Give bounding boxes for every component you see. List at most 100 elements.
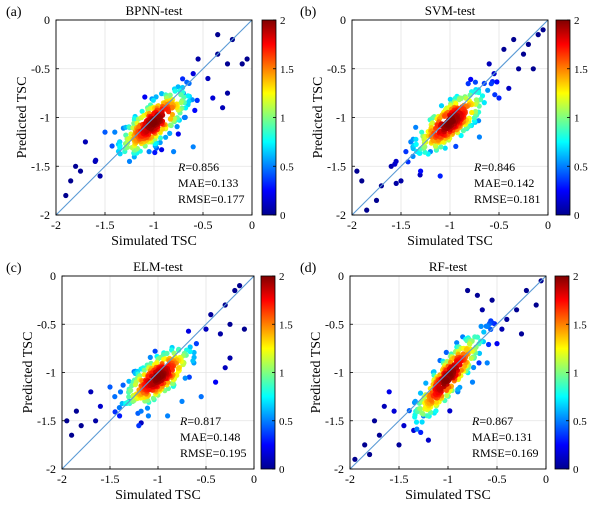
y-tick-label: 0 xyxy=(44,13,50,27)
data-point xyxy=(182,375,188,381)
data-point xyxy=(488,81,494,87)
x-tick-label: -0.5 xyxy=(194,218,213,232)
metric-mae: MAE=0.131 xyxy=(472,430,532,444)
data-point xyxy=(364,207,370,213)
data-point xyxy=(232,287,238,294)
data-point xyxy=(458,132,464,139)
data-point xyxy=(472,334,478,340)
data-point xyxy=(142,94,148,100)
colorbar-tick-label: 0 xyxy=(573,464,579,476)
x-tick-label: -0.5 xyxy=(488,472,507,486)
data-point xyxy=(455,386,461,392)
data-point xyxy=(152,348,158,354)
metric-r-value: =0.846 xyxy=(481,160,515,174)
data-point xyxy=(217,331,223,337)
data-point xyxy=(447,408,453,414)
data-point xyxy=(222,365,228,371)
data-point xyxy=(476,350,483,356)
data-point xyxy=(381,403,387,409)
data-point xyxy=(157,135,163,141)
data-point xyxy=(141,367,147,373)
data-point xyxy=(422,144,428,150)
metric-r: R=0.846 xyxy=(473,160,515,174)
data-point xyxy=(535,31,541,38)
colorbar-tick-label: 1.5 xyxy=(574,64,588,76)
data-point xyxy=(97,173,103,179)
data-point xyxy=(210,95,216,101)
data-point xyxy=(494,341,500,347)
data-point xyxy=(432,143,438,149)
x-tick-label: 0 xyxy=(251,472,257,486)
data-point xyxy=(145,413,151,419)
y-tick-label: -1 xyxy=(336,111,346,125)
data-point xyxy=(423,380,429,386)
data-point xyxy=(443,349,449,355)
metric-r-value: =0.856 xyxy=(185,160,219,174)
data-point xyxy=(190,71,196,77)
data-point xyxy=(168,116,174,122)
data-point xyxy=(186,98,192,105)
data-point xyxy=(93,418,99,424)
panel-1: -2-2 -1.5 -1.5 -1 -1 -0.5 -0.5 0 0 SVM-test (b) Sim… xyxy=(300,3,588,249)
data-point xyxy=(354,168,360,174)
data-point xyxy=(126,378,132,384)
metric-rmse: RMSE=0.181 xyxy=(474,192,540,206)
data-point xyxy=(77,168,84,174)
data-point xyxy=(516,66,522,72)
data-point xyxy=(117,139,123,145)
y-tick-label: -2 xyxy=(334,462,344,476)
data-point xyxy=(175,131,181,137)
x-tick-label: 0 xyxy=(543,472,549,486)
data-point xyxy=(97,403,103,409)
data-point xyxy=(155,374,161,380)
data-point xyxy=(112,409,118,415)
x-tick-label: -2 xyxy=(347,218,357,232)
panel-label: (a) xyxy=(6,5,22,20)
data-point xyxy=(82,139,88,145)
data-point xyxy=(438,144,444,150)
data-point xyxy=(174,124,180,130)
data-point xyxy=(126,135,132,142)
data-point xyxy=(371,418,378,424)
data-point xyxy=(68,178,74,184)
data-point xyxy=(419,129,425,135)
data-point xyxy=(540,27,546,33)
data-point xyxy=(468,76,474,82)
data-point xyxy=(523,287,530,294)
colorbar-tick-label: 1 xyxy=(279,368,285,380)
colorbar: 0 0.5 1 1.5 2 xyxy=(260,271,293,476)
panel-title: ELM-test xyxy=(133,259,183,274)
x-axis-label: Simulated TSC xyxy=(405,488,491,503)
y-tick-label: -2 xyxy=(336,208,346,222)
metric-r: R=0.817 xyxy=(179,414,221,428)
y-tick-label: -1.5 xyxy=(31,159,50,173)
colorbar-tick-label: 0 xyxy=(279,464,285,476)
data-point xyxy=(511,36,517,43)
y-tick-label: -1 xyxy=(334,366,344,380)
data-point xyxy=(203,326,209,332)
data-point xyxy=(484,360,490,366)
x-tick-label: 0 xyxy=(249,218,255,232)
scatter-points xyxy=(354,27,546,213)
data-point xyxy=(167,122,173,128)
data-point xyxy=(191,349,197,356)
x-tick-label: -1.5 xyxy=(390,472,409,486)
data-point xyxy=(496,95,502,101)
data-point xyxy=(139,108,145,114)
data-point xyxy=(486,61,492,67)
metric-r-symbol: R xyxy=(471,414,480,428)
data-point xyxy=(120,382,126,388)
x-tick-label: -1.5 xyxy=(101,472,120,486)
data-point xyxy=(169,111,175,118)
data-point xyxy=(433,408,439,414)
data-point xyxy=(413,124,419,130)
metric-r: R=0.867 xyxy=(471,414,513,428)
x-tick-label: -1 xyxy=(443,472,453,486)
data-point xyxy=(472,79,478,85)
scatter-points xyxy=(352,278,544,462)
data-point xyxy=(471,364,477,371)
colorbar-tick-label: 2 xyxy=(280,15,286,27)
one-to-one-line xyxy=(349,275,547,470)
y-tick-label: -1.5 xyxy=(37,414,56,428)
